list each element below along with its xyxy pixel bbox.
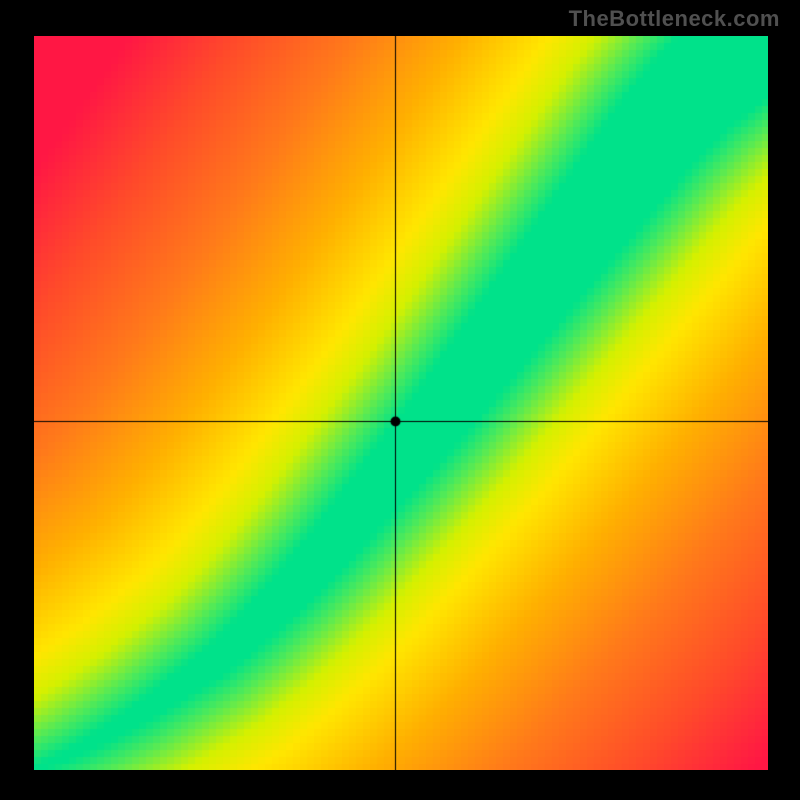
heatmap-canvas — [34, 36, 768, 770]
watermark-text: TheBottleneck.com — [569, 6, 780, 32]
chart-container: TheBottleneck.com — [0, 0, 800, 800]
